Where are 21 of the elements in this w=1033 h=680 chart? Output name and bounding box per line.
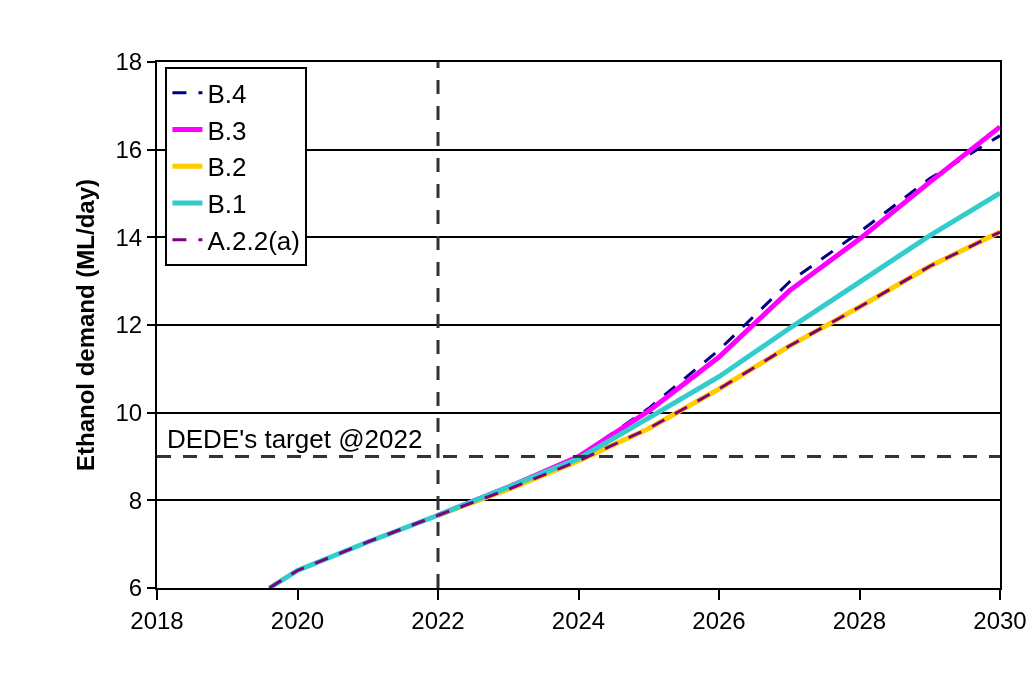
y-tick-label: 8: [128, 486, 143, 514]
y-tick-label: 18: [115, 48, 143, 76]
x-tick-label: 2026: [692, 606, 746, 634]
x-tick-label: 2024: [551, 606, 606, 634]
legend-label: B.1: [207, 189, 247, 220]
y-axis-title: Ethanol demand (ML/day): [72, 178, 100, 472]
y-tick-label: 16: [115, 136, 143, 164]
y-tick-label: 6: [128, 574, 143, 602]
x-tick-label: 2020: [270, 606, 325, 634]
legend-label: B.2: [207, 152, 247, 183]
y-tick-label: 10: [115, 399, 143, 427]
y-tick-label: 12: [115, 311, 143, 339]
x-tick-label: 2030: [973, 606, 1027, 634]
ref-line-label: DEDE's target @2022: [167, 424, 423, 454]
x-tick-label: 2018: [130, 606, 184, 634]
legend-label: B.3: [207, 115, 247, 146]
x-tick-label: 2028: [832, 606, 887, 634]
y-tick-label: 14: [115, 223, 143, 251]
legend-label: B.4: [207, 78, 247, 109]
legend-label: A.2.2(a): [207, 226, 300, 256]
x-tick-label: 2022: [411, 606, 465, 634]
